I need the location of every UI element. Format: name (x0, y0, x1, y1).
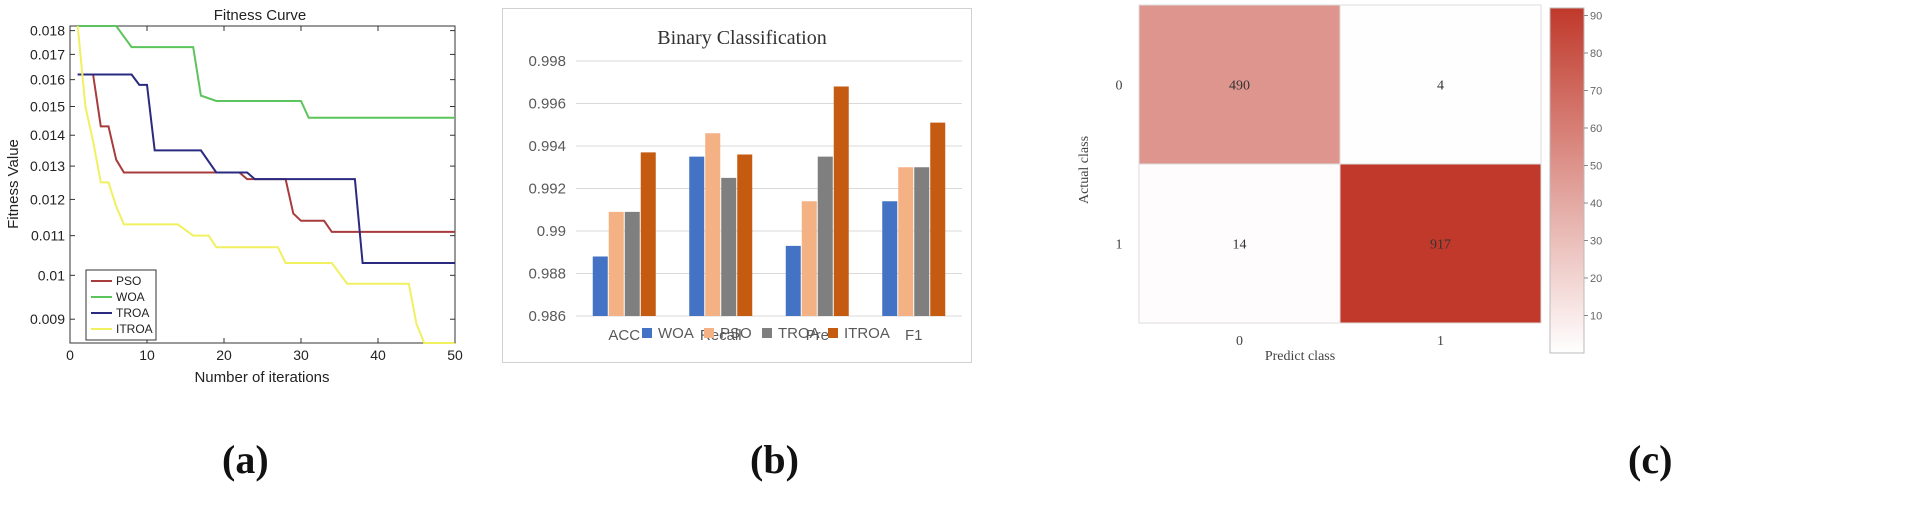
x-tick-label: ACC (608, 327, 640, 344)
binary-classification-chart: Binary Classification 0.986 0.988 0.99 0.99… (502, 8, 972, 363)
cell-value-label: 490 (1229, 79, 1250, 94)
y-axis-label: Fitness Value (5, 139, 22, 229)
bar-itroa-f1 (930, 122, 946, 316)
confusion-matrix-chart: 490 414 917 0 101 Predict class Actual clas… (1077, 4, 1602, 364)
y-tick-label: 0.988 (528, 266, 566, 283)
series-line-itroa (76, 25, 455, 344)
x-axis-label: Number of iterations (194, 369, 329, 386)
y-tick-label: 0.994 (528, 138, 566, 155)
y-tick-label: 0.998 (528, 53, 566, 70)
y-tick-label: 0.01 (38, 267, 65, 283)
y-tick-label: 0.011 (31, 228, 65, 244)
colorbar-tick-label: 50 (1590, 161, 1602, 173)
x-tick-label: 0 (1236, 334, 1243, 349)
legend: PSO WOA TROA ITROA (85, 269, 157, 341)
series-line-pso (77, 73, 455, 233)
x-tick-label: 40 (370, 347, 386, 363)
x-tick-label: 1 (1437, 334, 1444, 349)
y-tick-label: 0.012 (30, 191, 65, 207)
bar-troa-pre (817, 156, 833, 316)
panel-label-c: (c) (1628, 437, 1673, 482)
y-tick-label: 0.015 (30, 99, 65, 115)
panel-label-a: (a) (222, 437, 269, 482)
bar-pso-recall (705, 133, 721, 316)
y-tick-label: 0.016 (30, 72, 65, 88)
x-tick-label: 50 (447, 347, 463, 363)
bar-woa-f1 (882, 201, 898, 316)
y-tick-label: 0 (1116, 79, 1123, 94)
fitness-curve-chart: Fitness Curve 0 10 20 30 40 50 0.009 0.01 0.011 0… (5, 7, 463, 386)
x-tick-label: F1 (905, 327, 923, 344)
panel-label-b: (b) (750, 437, 799, 482)
legend-label: ITROA (116, 322, 153, 336)
y-tick-label: 0.018 (30, 23, 65, 39)
y-tick-label: 0.986 (528, 308, 566, 325)
matrix-cell (1339, 163, 1542, 324)
legend-label: WOA (116, 290, 145, 304)
matrix-cell (1339, 4, 1542, 165)
legend-label: PSO (116, 274, 141, 288)
matrix-cell (1138, 4, 1341, 165)
colorbar-tick-label: 20 (1590, 273, 1602, 285)
colorbar-gradient (1549, 7, 1585, 354)
colorbar: 10 20 30 40 50 60 70 80 90 (1549, 7, 1602, 354)
y-tick-label: 0.014 (30, 127, 65, 143)
colorbar-tick-label: 10 (1590, 311, 1602, 323)
y-tick-label: 0.99 (537, 223, 566, 240)
colorbar-tick-label: 60 (1590, 123, 1602, 135)
bar-pso-pre (801, 201, 817, 316)
bar-pso-f1 (898, 167, 914, 316)
y-tick-label: 0.992 (528, 181, 566, 198)
legend-label: PSO (720, 325, 752, 342)
colorbar-tick-label: 80 (1590, 48, 1602, 60)
y-tick-label: 0.009 (30, 311, 65, 327)
bar-woa-acc (592, 256, 608, 316)
legend-swatch (642, 328, 652, 338)
legend-swatch (762, 328, 772, 338)
bar-woa-recall (689, 156, 705, 316)
series-line-troa (77, 73, 455, 264)
y-tick-label: 0.017 (30, 46, 65, 62)
x-tick-label: Pre (806, 327, 829, 344)
legend-label: TROA (778, 325, 820, 342)
cell-value-label: 14 (1233, 238, 1247, 253)
bar-itroa-pre (833, 86, 849, 316)
legend-swatch (828, 328, 838, 338)
series-line-woa (77, 25, 455, 119)
bar-itroa-recall (737, 154, 753, 316)
y-tick-label: 1 (1116, 238, 1123, 253)
y-axis-label: Actual class (1077, 136, 1092, 204)
legend: WOA PSO TROA ITROA (642, 325, 890, 342)
colorbar-tick-label: 90 (1590, 11, 1602, 23)
legend-label: TROA (116, 306, 149, 320)
legend-label: ITROA (844, 325, 890, 342)
bar-pso-acc (608, 211, 624, 316)
bar-troa-f1 (914, 167, 930, 316)
x-tick-label: 30 (293, 347, 309, 363)
colorbar-tick-label: 40 (1590, 198, 1602, 210)
bar-troa-acc (624, 211, 640, 316)
legend-label: WOA (658, 325, 694, 342)
x-tick-label: 10 (139, 347, 155, 363)
legend-swatch (704, 328, 714, 338)
x-tick-label: 20 (216, 347, 232, 363)
colorbar-tick-label: 70 (1590, 86, 1602, 98)
chart-title: Fitness Curve (214, 7, 307, 24)
y-tick-label: 0.996 (528, 96, 566, 113)
bar-troa-recall (721, 177, 737, 316)
y-tick-label: 0.013 (30, 158, 65, 174)
chart-title: Binary Classification (657, 27, 826, 49)
x-tick-label: 0 (66, 347, 74, 363)
colorbar-tick-label: 30 (1590, 236, 1602, 248)
x-axis-label: Predict class (1265, 349, 1335, 364)
bar-itroa-acc (640, 152, 656, 316)
cell-value-label: 917 (1430, 238, 1451, 253)
bar-woa-pre (785, 245, 801, 316)
cell-value-label: 4 (1437, 79, 1444, 94)
